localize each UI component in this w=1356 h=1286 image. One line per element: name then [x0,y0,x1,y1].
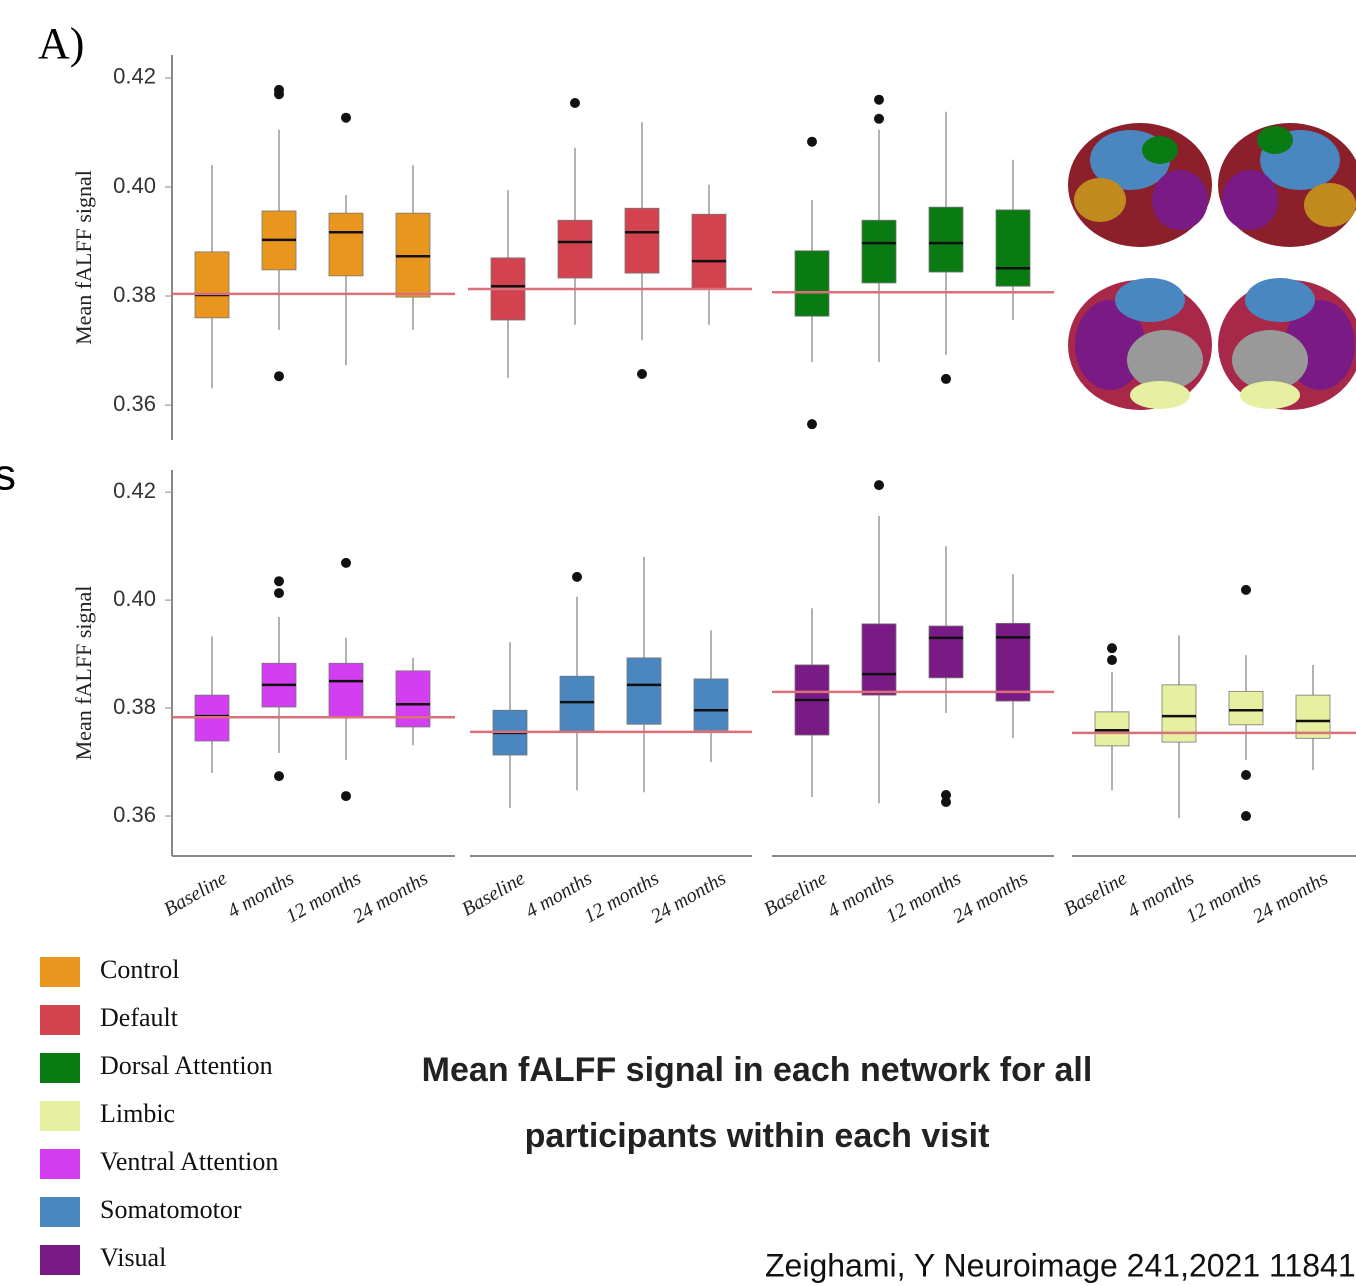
box [329,663,363,717]
y-axis-label: Mean fALFF signal [71,170,96,345]
outlier [341,113,351,123]
box [862,624,896,695]
outlier [807,419,817,429]
outlier [874,95,884,105]
outlier [570,98,580,108]
box [195,252,229,318]
y-tick-label: 0.36 [113,391,156,416]
caption-line: participants within each visit [525,1117,990,1155]
box [862,220,896,283]
box [1095,712,1129,746]
box [692,214,726,289]
outlier [941,374,951,384]
outlier [274,771,284,781]
outlier [941,797,951,807]
legend-label: Dorsal Attention [100,1051,273,1080]
y-axis-label: Mean fALFF signal [71,586,96,761]
legend-label: Ventral Attention [100,1147,278,1176]
box [929,207,963,272]
outlier [1241,770,1251,780]
outlier [1107,643,1117,653]
panel-label: A) [38,19,84,68]
outlier [874,480,884,490]
box [625,208,659,273]
outlier [274,371,284,381]
legend-swatch [40,1197,80,1227]
legend-swatch [40,957,80,987]
box [795,251,829,316]
y-tick-label: 0.42 [113,64,156,89]
box [329,213,363,276]
y-tick-label: 0.40 [113,173,156,198]
box [627,658,661,724]
legend-swatch [40,1149,80,1179]
legend-swatch [40,1245,80,1275]
box [996,210,1030,286]
y-tick-label: 0.38 [113,694,156,719]
outlier [274,89,284,99]
citation: Zeighami, Y Neuroimage 241,2021 118419 [765,1247,1356,1283]
legend-label: Somatomotor [100,1195,242,1224]
outlier [1241,585,1251,595]
caption-line: Mean fALFF signal in each network for al… [422,1051,1093,1089]
outlier [572,572,582,582]
box [1229,691,1263,724]
outlier [274,576,284,586]
outlier [807,137,817,147]
fragment: s [0,451,16,500]
box [560,676,594,732]
outlier [637,369,647,379]
legend-swatch [40,1005,80,1035]
outlier [1241,811,1251,821]
outlier [1107,655,1117,665]
box [929,626,963,678]
box [996,623,1030,701]
legend-label: Control [100,955,179,984]
box [694,679,728,730]
y-tick-label: 0.36 [113,802,156,827]
outlier [274,588,284,598]
legend-label: Limbic [100,1099,175,1128]
box [396,671,430,727]
y-tick-label: 0.38 [113,282,156,307]
legend-swatch [40,1101,80,1131]
legend-label: Default [100,1003,179,1032]
outlier [341,791,351,801]
legend-swatch [40,1053,80,1083]
page: A) s Mean fALFF signal in each network f… [0,0,1356,1286]
y-tick-label: 0.42 [113,478,156,503]
outlier [874,114,884,124]
box [558,220,592,278]
legend-label: Visual [100,1243,166,1272]
y-tick-label: 0.40 [113,586,156,611]
outlier [341,558,351,568]
